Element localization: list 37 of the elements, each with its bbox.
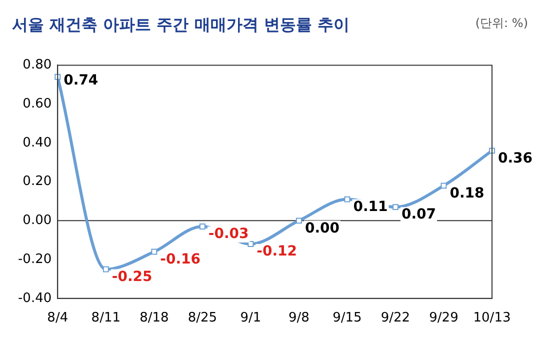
point: [296, 218, 302, 224]
point: [392, 204, 398, 210]
y-tick-label: 0.00: [22, 213, 52, 228]
point: [248, 241, 254, 247]
point: [151, 248, 158, 255]
point: [199, 224, 206, 230]
point: [102, 266, 109, 272]
y-tick-label: 0.20: [22, 174, 52, 190]
text: (단위: %): [475, 16, 528, 30]
chart-title: 서울 재건축 아파트 주간 매매가격 변동률 추이: [12, 14, 350, 34]
data-label: 0.36: [498, 150, 533, 166]
y-tick-label: 0.80: [22, 58, 52, 73]
point: [344, 196, 350, 202]
x-tick-label: 9/29: [429, 310, 458, 326]
x-tick-label: 10/13: [473, 310, 511, 326]
data-label: 0.74: [64, 72, 98, 88]
data-label: 0.00: [304, 220, 340, 236]
data-label: -0.25: [112, 268, 152, 285]
y-tick-label: -0.20: [18, 252, 52, 267]
x-tick-label: 9/15: [332, 310, 362, 326]
data-label: -0.03: [208, 226, 249, 242]
y-tick-label: 0.40: [22, 135, 52, 150]
x-tick-label: 8/25: [188, 310, 218, 326]
x-tick-label: 8/18: [140, 310, 169, 326]
data-label: -0.16: [160, 251, 201, 268]
x-tick-label: 9/8: [288, 310, 310, 326]
y-tick-label: -0.40: [18, 290, 52, 306]
data-label: 0.18: [450, 185, 484, 202]
x-tick-label: 8/4: [47, 310, 68, 326]
y-tick-label: 0.60: [22, 96, 52, 112]
data-label: 0.11: [353, 198, 388, 215]
x-tick-label: 8/11: [91, 310, 120, 326]
data-label: 0.07: [401, 206, 436, 223]
point: [440, 182, 447, 189]
x-tick-label: 9/1: [240, 310, 262, 326]
data-label: -0.12: [256, 244, 298, 260]
x-tick-label: 9/22: [380, 310, 410, 326]
